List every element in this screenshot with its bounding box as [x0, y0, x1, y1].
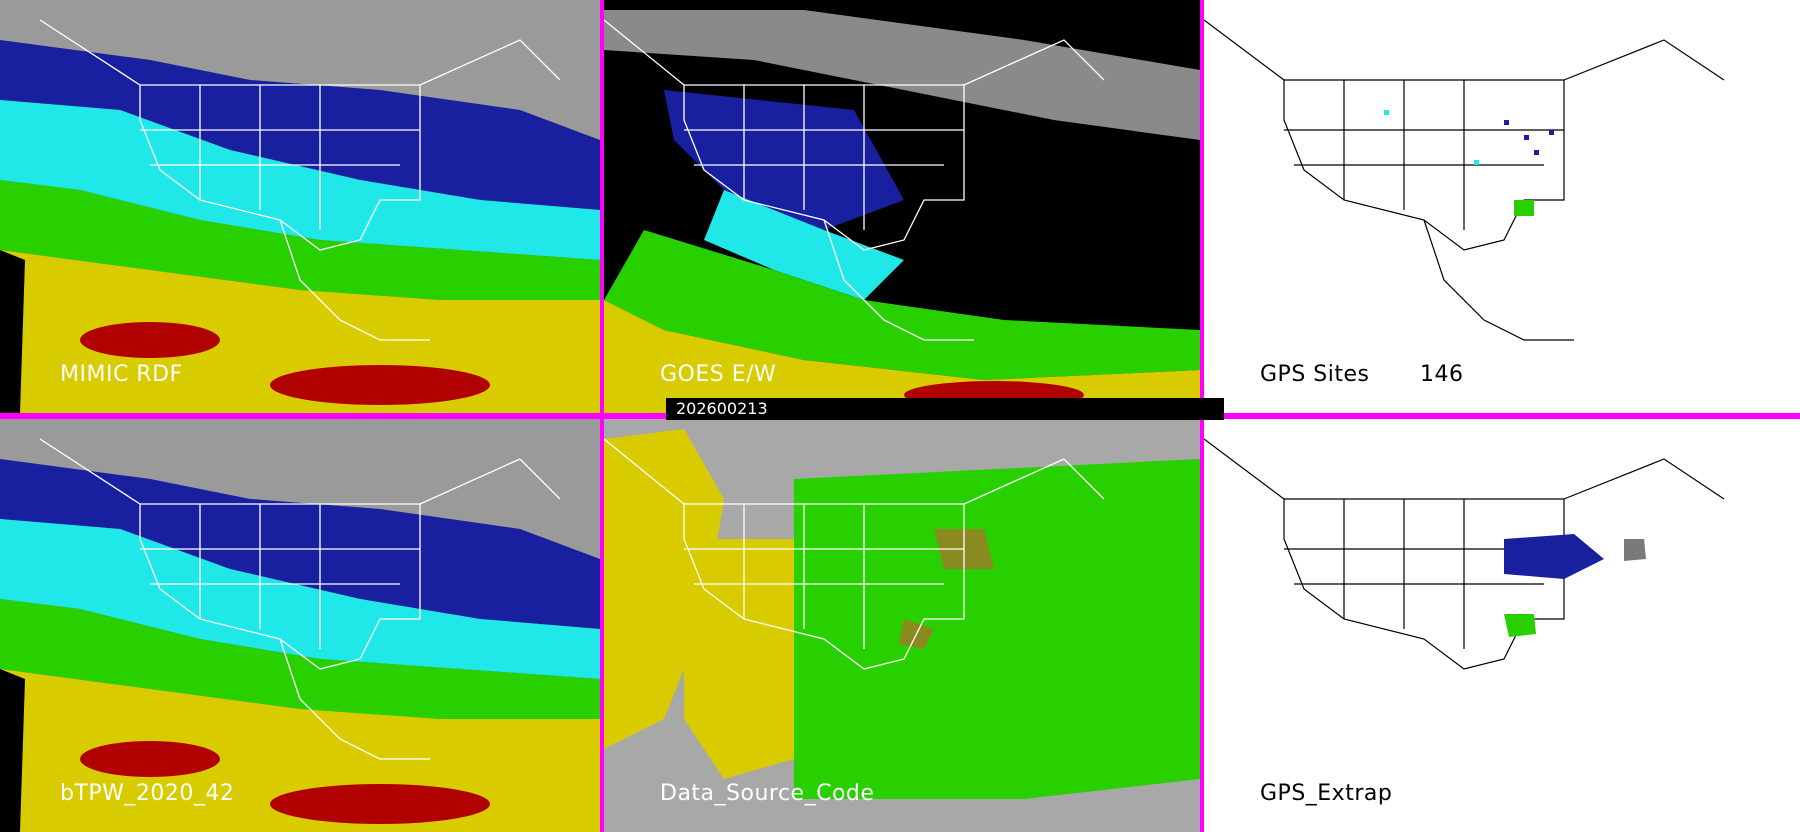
gps-site-count: 146 — [1420, 362, 1464, 387]
panel-label: MIMIC RDF — [60, 362, 183, 387]
panel-mimic-rdf: MIMIC RDF — [0, 0, 600, 413]
goes-map — [604, 0, 1200, 413]
gps-sites-map — [1204, 0, 1800, 413]
tpw-map-btpw — [0, 419, 600, 832]
tpw-map-mimic — [0, 0, 600, 413]
timestamp: 202600213 — [676, 399, 768, 418]
panel-goes: GOES E/W — [604, 0, 1200, 413]
data-source-map — [604, 419, 1200, 832]
gps-extrap-map — [1204, 419, 1800, 832]
panel-label: bTPW_2020_42 — [60, 781, 235, 806]
panel-label: GOES E/W — [660, 362, 777, 387]
panel-gps-extrap: GPS_Extrap — [1204, 419, 1800, 832]
panel-data-source: Data_Source_Code — [604, 419, 1200, 832]
timestamp-bar: 202600213 — [666, 398, 1224, 420]
panel-gps-sites: GPS Sites 146 — [1204, 0, 1800, 413]
panel-btpw: bTPW_2020_42 — [0, 419, 600, 832]
panel-label: GPS Sites — [1260, 362, 1370, 387]
panel-label: GPS_Extrap — [1260, 781, 1393, 806]
panel-label: Data_Source_Code — [660, 781, 875, 806]
